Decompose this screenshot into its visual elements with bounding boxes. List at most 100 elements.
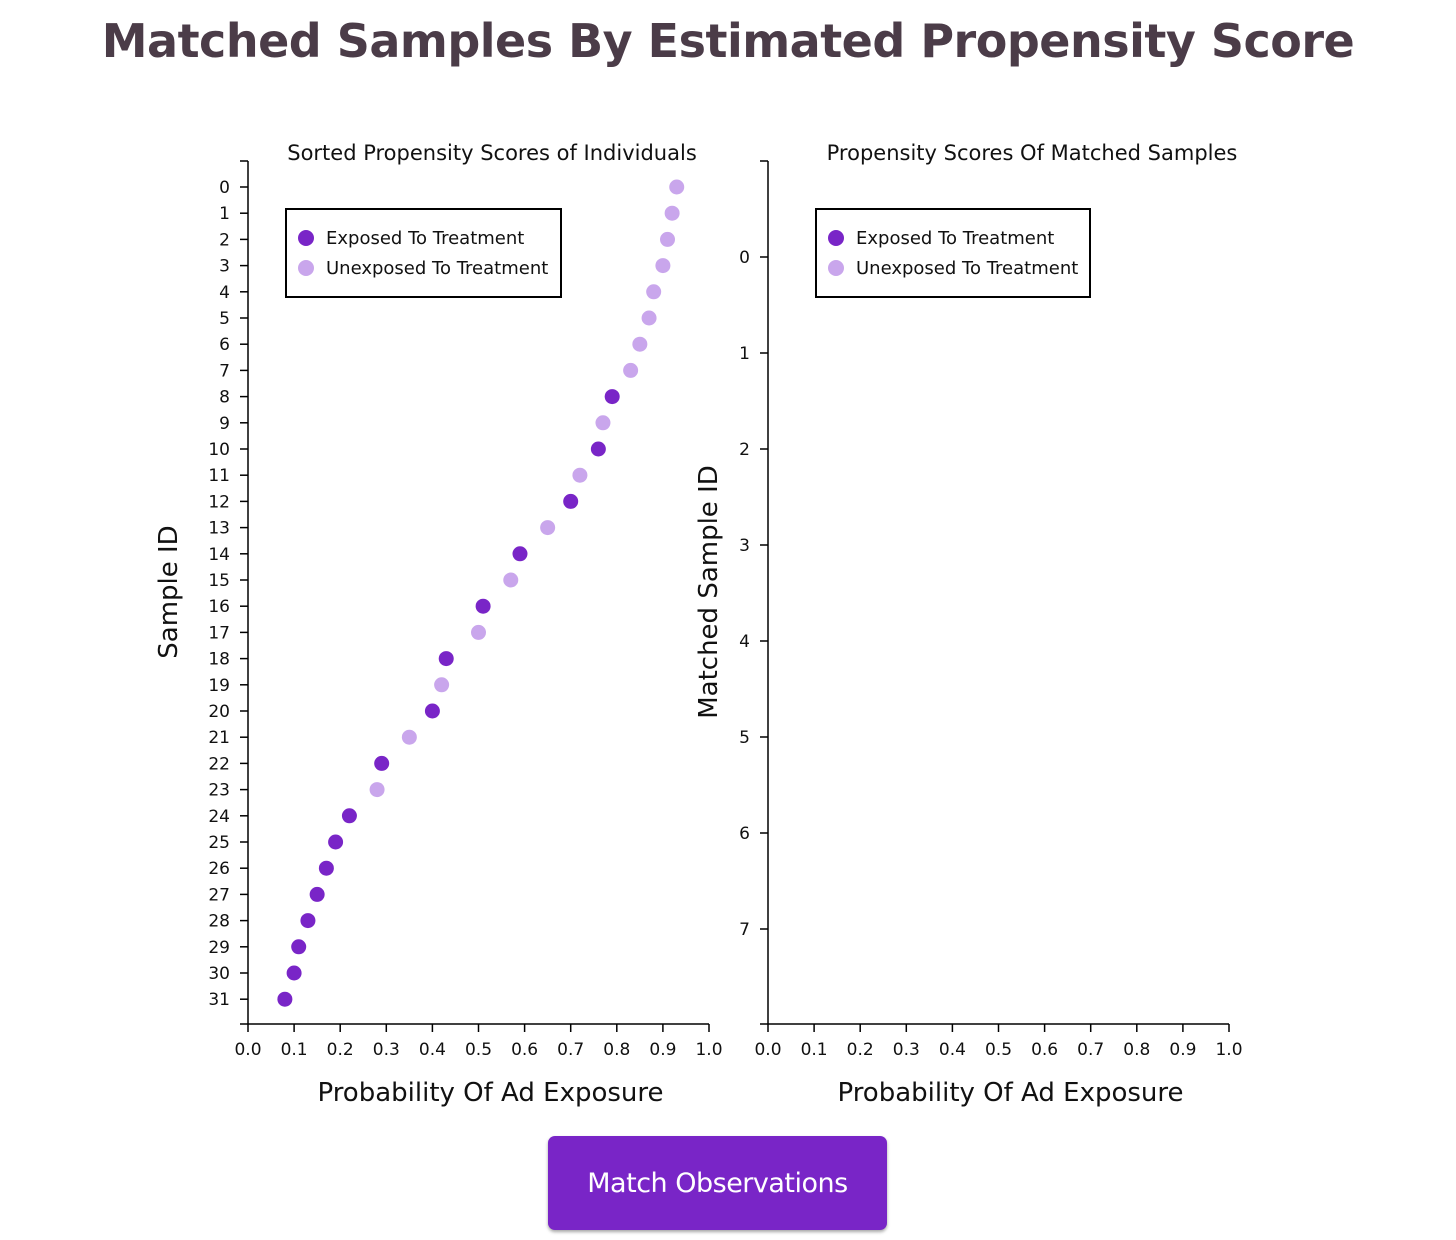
right-chart: Propensity Scores Of Matched Samples 0.0 0…	[694, 141, 1243, 1108]
x-tick-label: 1.0	[695, 1040, 722, 1060]
x-axis-label: Probability Of Ad Exposure	[317, 1078, 663, 1108]
unexposed-point	[434, 677, 450, 693]
y-tick-label: 8	[219, 388, 230, 408]
y-tick-label: 1	[219, 204, 230, 224]
y-axis-label: Sample ID	[154, 525, 184, 658]
x-tick-label: 0.0	[234, 1040, 261, 1060]
legend-label: Unexposed To Treatment	[326, 258, 548, 279]
y-tick-label: 18	[208, 650, 230, 670]
y-tick-label: 16	[208, 597, 230, 617]
legend-marker	[298, 260, 314, 276]
y-tick-label: 21	[208, 728, 230, 748]
x-tick-label: 0.5	[465, 1040, 492, 1060]
exposed-point	[309, 886, 325, 902]
y-tick-label: 1	[739, 344, 750, 364]
y-tick-label: 4	[219, 283, 230, 303]
unexposed-point	[669, 179, 685, 195]
chart-title: Propensity Scores Of Matched Samples	[827, 141, 1238, 165]
y-tick-label: 22	[208, 754, 230, 774]
legend-marker	[828, 260, 844, 276]
y-tick-label: 13	[208, 519, 230, 539]
x-tick-label: 0.3	[373, 1040, 400, 1060]
x-axis-label: Probability Of Ad Exposure	[837, 1078, 1183, 1108]
x-tick-label: 0.5	[985, 1040, 1012, 1060]
unexposed-point	[641, 310, 657, 326]
x-tick-label: 0.2	[327, 1040, 354, 1060]
y-tick-label: 29	[208, 938, 230, 958]
x-tick-label: 0.1	[281, 1040, 308, 1060]
unexposed-point	[632, 336, 648, 352]
legend: Exposed To Treatment Unexposed To Treatme…	[815, 208, 1091, 298]
exposed-point	[438, 651, 454, 667]
exposed-point	[604, 389, 620, 405]
y-tick-label: 27	[208, 885, 230, 905]
y-tick-label: 15	[208, 571, 230, 591]
y-tick-label: 26	[208, 859, 230, 879]
legend-label: Unexposed To Treatment	[856, 258, 1078, 279]
x-tick-label: 0.0	[754, 1040, 781, 1060]
y-tick-label: 3	[219, 257, 230, 277]
exposed-point	[590, 441, 606, 457]
y-tick-label: 5	[739, 728, 750, 748]
legend-box	[815, 208, 1091, 298]
y-tick-label: 12	[208, 492, 230, 512]
exposed-point	[475, 598, 491, 614]
unexposed-point	[664, 205, 680, 221]
y-tick-label: 30	[208, 964, 230, 984]
y-tick-label: 5	[219, 309, 230, 329]
x-tick-label: 0.7	[1077, 1040, 1104, 1060]
match-observations-button[interactable]: Match Observations	[548, 1136, 887, 1230]
y-tick-label: 10	[208, 440, 230, 460]
y-tick-label: 0	[739, 248, 750, 268]
y-tick-label: 9	[219, 414, 230, 434]
x-tick-label: 0.2	[847, 1040, 874, 1060]
x-tick-label: 0.4	[419, 1040, 446, 1060]
y-tick-label: 23	[208, 781, 230, 801]
y-tick-label: 2	[739, 440, 750, 460]
chart-title: Sorted Propensity Scores of Individuals	[287, 141, 697, 165]
legend-label: Exposed To Treatment	[326, 228, 524, 249]
legend-box	[285, 208, 562, 298]
unexposed-point	[471, 624, 486, 640]
y-tick-label: 25	[208, 833, 230, 853]
unexposed-point	[572, 467, 588, 483]
exposed-point	[328, 834, 344, 850]
y-tick-label: 17	[208, 623, 230, 643]
y-tick-label: 28	[208, 912, 230, 932]
unexposed-point	[660, 231, 676, 247]
x-tick-label: 0.6	[1031, 1040, 1058, 1060]
exposed-point	[563, 493, 579, 509]
unexposed-point	[623, 362, 639, 378]
legend-marker	[298, 230, 314, 246]
legend: Exposed To Treatment Unexposed To Treatme…	[285, 208, 562, 298]
exposed-point	[286, 965, 302, 981]
y-tick-label: 19	[208, 676, 230, 696]
x-tick-label: 0.9	[1169, 1040, 1196, 1060]
page-title: Matched Samples By Estimated Propensity …	[101, 14, 1355, 68]
exposed-point	[318, 860, 334, 876]
unexposed-point	[595, 415, 611, 431]
unexposed-point	[503, 572, 519, 588]
unexposed-point	[646, 284, 662, 300]
y-tick-label: 6	[219, 335, 230, 355]
y-tick-label: 7	[219, 361, 230, 381]
exposed-point	[424, 703, 440, 719]
x-tick-label: 0.6	[511, 1040, 538, 1060]
unexposed-point	[655, 258, 671, 274]
x-tick-label: 0.8	[603, 1040, 630, 1060]
y-tick-label: 24	[208, 807, 230, 827]
y-tick-label: 0	[219, 178, 230, 198]
exposed-point	[291, 939, 307, 955]
legend-marker	[828, 230, 844, 246]
x-tick-label: 0.4	[939, 1040, 966, 1060]
unexposed-point	[369, 782, 385, 798]
x-tick-label: 0.9	[649, 1040, 676, 1060]
exposed-point	[277, 991, 293, 1007]
y-tick-label: 7	[739, 920, 750, 940]
y-tick-label: 2	[219, 230, 230, 250]
x-tick-label: 1.0	[1215, 1040, 1242, 1060]
exposed-point	[341, 808, 357, 824]
y-tick-label: 4	[739, 632, 750, 652]
legend-label: Exposed To Treatment	[856, 228, 1054, 249]
